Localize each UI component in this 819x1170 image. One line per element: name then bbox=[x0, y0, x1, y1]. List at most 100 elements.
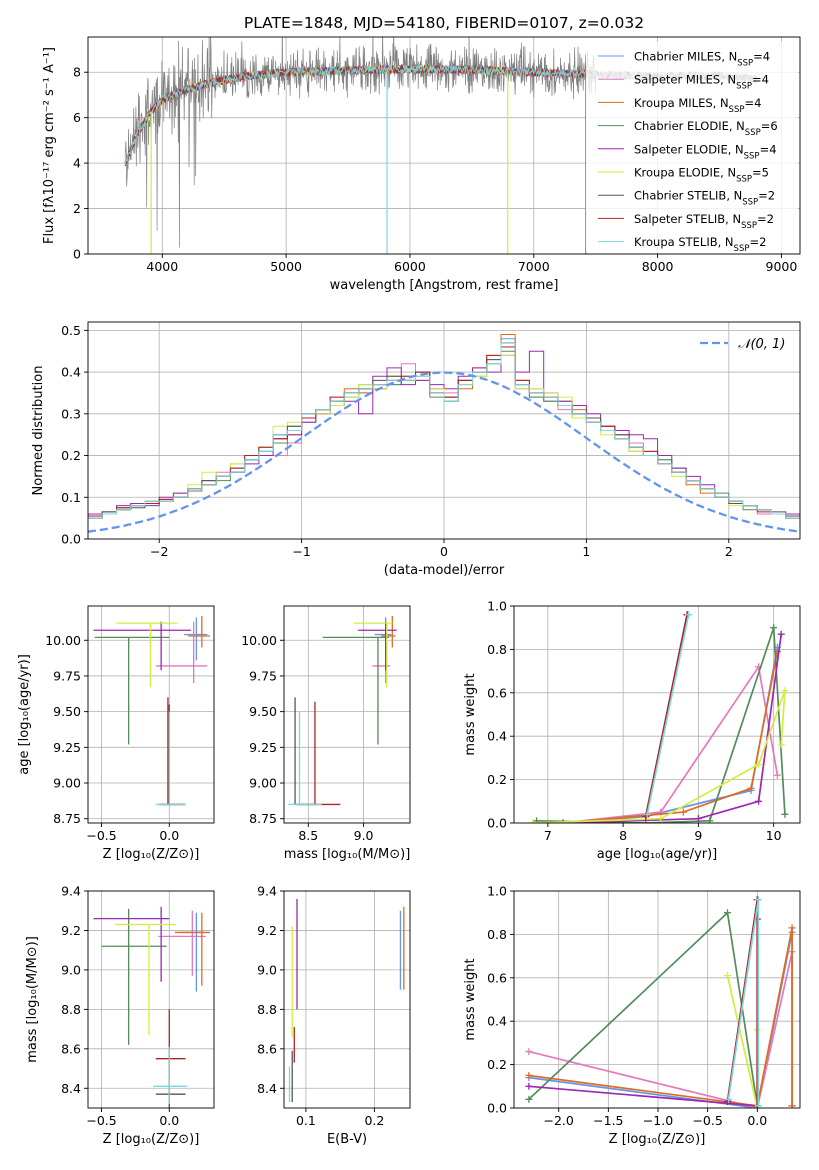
weight-marker-8 bbox=[754, 1102, 762, 1108]
x-tick-label: 8.5 bbox=[298, 828, 318, 843]
y-tick-label: 8.8 bbox=[257, 1002, 277, 1017]
y-tick-label: 0.0 bbox=[61, 532, 81, 547]
y-tick-label: 0.6 bbox=[487, 685, 507, 700]
errorbar-point-6 bbox=[158, 704, 186, 806]
weight-marker-3 bbox=[706, 817, 714, 823]
weight-marker-4 bbox=[755, 797, 763, 805]
errorbar-point-1 bbox=[155, 621, 208, 684]
x-tick-label: 0.0 bbox=[159, 1113, 179, 1128]
legend-label: Salpeter MILES, NSSP=4 bbox=[634, 73, 769, 92]
y-tick-label: 8.4 bbox=[257, 1081, 277, 1096]
weight-marker-4 bbox=[777, 630, 785, 638]
x-tick-label: 1 bbox=[582, 544, 590, 559]
y-tick-label: 9.0 bbox=[61, 962, 81, 977]
weight-marker-5 bbox=[755, 760, 763, 768]
weight-line-3 bbox=[536, 627, 786, 823]
y-axis-label: mass weight bbox=[463, 958, 478, 1040]
errorbar-point-6 bbox=[294, 697, 318, 806]
x-tick-label: 8 bbox=[619, 828, 627, 843]
errorbar-point-2 bbox=[174, 912, 210, 986]
x-tick-label: 5000 bbox=[270, 259, 302, 274]
y-tick-label: 0.2 bbox=[487, 1057, 507, 1072]
x-tick-label: −1 bbox=[292, 544, 310, 559]
axes-frame bbox=[87, 605, 215, 824]
histogram-legend: 𝒩(0, 1) bbox=[700, 337, 785, 352]
errorbar-point-2 bbox=[188, 615, 210, 648]
errorbar-point-5 bbox=[115, 923, 177, 1036]
weight-marker-2 bbox=[679, 808, 687, 816]
histogram-series-8 bbox=[88, 342, 800, 523]
y-tick-label: 8.8 bbox=[61, 1002, 81, 1017]
x-axis-label: Z [log₁₀(Z/Z⊙)] bbox=[103, 1132, 200, 1147]
plot-area bbox=[288, 615, 397, 806]
plot-area bbox=[525, 896, 796, 1108]
mass-weight-vs-metallicity-panel: −2.0 −1.5 −1.0 −0.5 0.0 0.0 0.2 0.4 0.6 0.8 1.0 Z [… bbox=[463, 884, 801, 1147]
x-tick-label: 0.0 bbox=[747, 1113, 767, 1128]
legend-box bbox=[586, 42, 798, 252]
legend: Chabrier MILES, NSSP=4 Salpeter MILES, NS… bbox=[586, 42, 798, 254]
y-axis-label: age [log₁₀(age/yr)] bbox=[17, 654, 32, 775]
weight-marker-8 bbox=[685, 611, 693, 619]
weight-marker-3 bbox=[525, 1095, 533, 1103]
y-tick-label: 8.75 bbox=[53, 811, 81, 826]
plot-area bbox=[288, 898, 405, 1103]
spectrum-panel: 4000 5000 6000 7000 8000 9000 0 2 4 6 8 wavelength … bbox=[42, 36, 801, 293]
x-tick-label: 9000 bbox=[766, 259, 798, 274]
axes: 0.1 0.2 8.4 8.6 8.8 9.0 9.2 9.4 E(B-V) bbox=[257, 884, 411, 1147]
x-axis-label: mass [log₁₀(M/M⊙)] bbox=[284, 847, 411, 862]
weight-marker-5 bbox=[777, 741, 785, 749]
axes: −0.5 0.0 8.75 9.00 9.25 9.50 9.75 10.00 Z [log₁₀… bbox=[17, 605, 215, 862]
axes-frame bbox=[87, 36, 801, 255]
y-tick-label: 9.50 bbox=[53, 704, 81, 719]
x-axis-label: Z [log₁₀(Z/Z⊙)] bbox=[103, 847, 200, 862]
weight-marker-5 bbox=[724, 972, 732, 980]
weight-marker-2 bbox=[788, 924, 796, 932]
x-tick-label: −2 bbox=[150, 544, 168, 559]
weight-line-4 bbox=[528, 919, 759, 1107]
errorbar-point-8 bbox=[153, 1046, 187, 1105]
axes-frame bbox=[283, 605, 411, 824]
axes-frame bbox=[513, 890, 801, 1109]
weight-marker-5 bbox=[529, 819, 537, 823]
histogram-series-5 bbox=[88, 354, 800, 519]
weight-marker-3 bbox=[724, 909, 732, 917]
errorbar-point-8 bbox=[288, 711, 322, 806]
x-axis-label: Z [log₁₀(Z/Z⊙)] bbox=[609, 1132, 706, 1147]
y-tick-label: 1.0 bbox=[487, 884, 507, 899]
histogram-series-4 bbox=[88, 350, 800, 523]
y-tick-label: 0.3 bbox=[61, 406, 81, 421]
y-tick-label: 1.0 bbox=[487, 599, 507, 614]
y-axis-label: mass [log₁₀(M/M⊙)] bbox=[25, 936, 40, 1063]
x-tick-label: 4000 bbox=[146, 259, 178, 274]
errorbar-point-8 bbox=[155, 711, 186, 806]
x-tick-label: −0.5 bbox=[86, 1113, 116, 1128]
y-tick-label: 9.4 bbox=[257, 884, 277, 899]
x-tick-label: −2.0 bbox=[544, 1113, 574, 1128]
x-axis-label: (data-model)/error bbox=[384, 563, 505, 578]
y-tick-label: 0.2 bbox=[487, 772, 507, 787]
x-tick-label: 0 bbox=[440, 544, 448, 559]
legend-label: Kroupa ELODIE, NSSP=5 bbox=[634, 166, 769, 185]
x-tick-label: 0.0 bbox=[159, 828, 179, 843]
y-tick-label: 8.6 bbox=[61, 1041, 81, 1056]
age-vs-metallicity-panel: −0.5 0.0 8.75 9.00 9.25 9.50 9.75 10.00 Z [log₁₀… bbox=[17, 605, 215, 862]
histogram-series-6 bbox=[88, 342, 800, 523]
y-tick-label: 0.8 bbox=[487, 642, 507, 657]
x-tick-label: 2 bbox=[725, 544, 733, 559]
y-tick-label: 10.00 bbox=[241, 633, 277, 648]
y-tick-label: 0.4 bbox=[487, 1014, 507, 1029]
y-tick-label: 9.4 bbox=[61, 884, 81, 899]
errorbar-point-1 bbox=[158, 910, 206, 976]
weight-marker-2 bbox=[747, 784, 755, 792]
y-tick-label: 8.4 bbox=[61, 1081, 81, 1096]
weight-line-8 bbox=[646, 614, 690, 815]
grid bbox=[88, 606, 214, 823]
errorbar-point-3 bbox=[322, 636, 389, 745]
x-tick-label: −1.0 bbox=[643, 1113, 673, 1128]
weight-marker-3 bbox=[781, 810, 789, 818]
legend-label: Chabrier MILES, NSSP=4 bbox=[634, 50, 770, 69]
x-axis-label: wavelength [Angstrom, rest frame] bbox=[330, 278, 559, 293]
x-tick-label: −0.5 bbox=[86, 828, 116, 843]
grid bbox=[284, 606, 410, 823]
legend-label: Kroupa MILES, NSSP=4 bbox=[634, 96, 761, 115]
